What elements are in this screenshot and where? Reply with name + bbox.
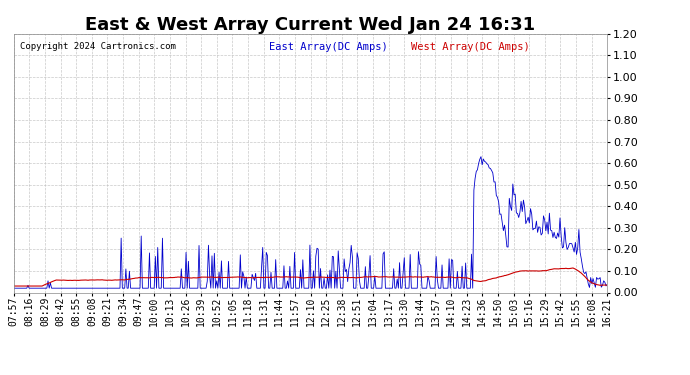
Title: East & West Array Current Wed Jan 24 16:31: East & West Array Current Wed Jan 24 16:… [86,16,535,34]
Text: East Array(DC Amps): East Array(DC Amps) [269,42,388,51]
Text: West Array(DC Amps): West Array(DC Amps) [411,42,530,51]
Text: Copyright 2024 Cartronics.com: Copyright 2024 Cartronics.com [20,42,176,51]
